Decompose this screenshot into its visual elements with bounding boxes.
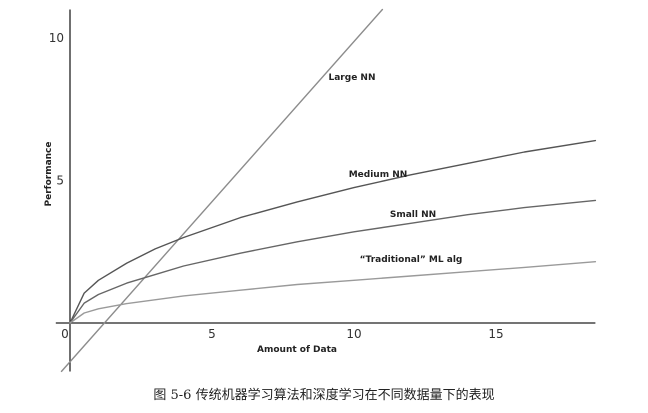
y-axis-title: Performance [44,142,54,207]
series-line-3 [69,199,597,324]
axes [55,9,596,372]
y-tick-label: 10 [49,31,64,45]
series-lines [60,8,597,373]
series-label-4: “Traditional” ML alg [360,255,463,265]
series-line-4 [69,261,597,324]
x-tick-label: 5 [208,327,216,341]
series-line-1 [60,8,384,373]
x-tick-label: 15 [488,327,503,341]
series-line-2 [69,139,597,324]
x-tick-label: 10 [346,327,361,341]
figure-caption: 图 5-6 传统机器学习算法和深度学习在不同数据量下的表现 [153,388,495,403]
series-label-1: Large NN [329,73,376,83]
series-label-3: Small NN [390,210,436,220]
x-axis-title: Amount of Data [257,345,337,355]
series-labels: Large NN Medium NN Small NN “Traditional” M… [329,73,463,265]
y-tick-label: 5 [56,174,64,188]
x-tick-label: 0 [61,327,69,341]
series-label-2: Medium NN [349,170,408,180]
tick-labels: 0 5 10 15 5 10 [49,31,504,341]
